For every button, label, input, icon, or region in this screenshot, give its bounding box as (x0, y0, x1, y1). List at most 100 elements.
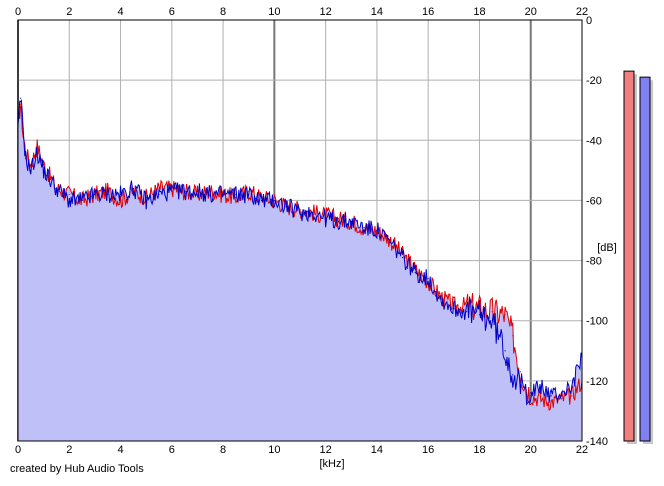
x-tick-label: 20 (525, 444, 537, 456)
data-point (519, 371, 522, 373)
data-point (158, 193, 160, 196)
x-tick-label: 12 (320, 444, 332, 456)
x-tick-label: 18 (473, 6, 485, 18)
data-point (519, 386, 522, 388)
x-tick-labels-bottom: 0 2 4 6 8 10 12 14 16 18 20 22 (15, 444, 588, 456)
data-point (540, 386, 542, 388)
data-point (273, 199, 275, 202)
data-point (512, 335, 514, 337)
data-point (43, 169, 45, 171)
data-point (530, 392, 532, 394)
y-axis-label: [dB] (597, 242, 617, 254)
data-point (36, 145, 38, 147)
data-point (414, 272, 416, 274)
data-point (25, 157, 27, 159)
data-point (248, 193, 250, 196)
data-point (94, 193, 96, 196)
x-tick-labels-top: 0 2 4 6 8 10 12 14 16 18 20 22 (15, 6, 588, 18)
data-point (235, 193, 237, 196)
data-point (504, 350, 506, 352)
x-tick-label: 10 (268, 444, 280, 456)
data-point (560, 398, 563, 400)
data-point (36, 151, 38, 153)
x-tick-label: 14 (371, 444, 383, 456)
x-tick-label: 8 (220, 444, 226, 456)
data-point (145, 199, 147, 202)
data-point (512, 374, 514, 376)
x-tick-label: 2 (66, 444, 72, 456)
data-point (550, 395, 552, 397)
data-point (68, 199, 70, 202)
data-point (350, 220, 352, 223)
x-axis-label: [kHz] (319, 458, 344, 470)
series-right-channel (17, 97, 583, 406)
data-point (286, 205, 288, 208)
data-point (184, 190, 186, 193)
data-point (504, 314, 506, 316)
x-tick-label: 4 (117, 444, 123, 456)
data-point (222, 193, 224, 196)
y-tick-label: -20 (586, 75, 602, 87)
y-tick-label: -100 (586, 316, 608, 328)
data-point (427, 278, 429, 280)
series-line (17, 99, 583, 406)
data-point (30, 169, 32, 171)
series-layer (17, 97, 583, 411)
y-tick-label: -140 (586, 436, 608, 448)
data-point (196, 190, 199, 193)
data-point (68, 193, 70, 196)
x-tick-label: 22 (576, 6, 588, 18)
y-tick-label: -60 (586, 195, 602, 207)
data-point (337, 220, 340, 223)
x-tick-label: 12 (320, 6, 332, 18)
data-point (19, 97, 22, 99)
data-point (571, 386, 573, 388)
x-tick-label: 6 (169, 6, 175, 18)
data-point (466, 311, 468, 313)
spectrum-fill-layer (18, 100, 582, 441)
data-point (491, 311, 493, 313)
data-point (363, 226, 365, 229)
data-point (132, 187, 134, 189)
x-tick-label: 16 (422, 444, 434, 456)
data-point (158, 187, 160, 189)
data-point (478, 314, 481, 316)
x-tick-label: 10 (268, 6, 280, 18)
level-meter-bar (639, 76, 651, 442)
x-tick-label: 0 (15, 6, 21, 18)
data-point (337, 217, 340, 220)
data-point (235, 196, 237, 199)
x-tick-label: 0 (15, 444, 21, 456)
credit-text: created by Hub Audio Tools (10, 463, 144, 475)
data-point (299, 211, 301, 214)
y-tick-label: -120 (586, 376, 608, 388)
level-meters (623, 70, 653, 444)
data-point (119, 199, 122, 202)
data-point (19, 103, 22, 105)
x-tick-label: 18 (473, 444, 485, 456)
data-point (571, 395, 573, 397)
data-point (260, 199, 263, 202)
data-point (376, 229, 378, 232)
data-point (299, 208, 301, 211)
data-point (389, 241, 391, 244)
data-point (22, 127, 24, 129)
spectrum-fill (18, 100, 582, 441)
x-tick-label: 4 (117, 6, 123, 18)
x-tick-label: 8 (220, 6, 226, 18)
data-point (491, 320, 493, 322)
data-point (453, 308, 455, 310)
axes (17, 19, 583, 442)
data-point (107, 193, 109, 196)
data-point (55, 187, 58, 189)
x-tick-label: 14 (371, 6, 383, 18)
data-point (440, 299, 442, 301)
data-point (81, 199, 83, 202)
data-point (171, 190, 173, 193)
data-point (325, 217, 327, 220)
data-point (550, 401, 552, 403)
x-tick-label: 2 (66, 6, 72, 18)
data-point (312, 211, 314, 214)
